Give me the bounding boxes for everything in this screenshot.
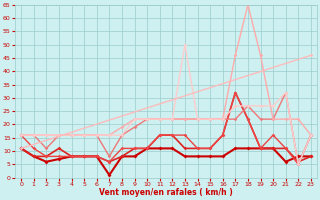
X-axis label: Vent moyen/en rafales ( km/h ): Vent moyen/en rafales ( km/h ) [99,188,233,197]
